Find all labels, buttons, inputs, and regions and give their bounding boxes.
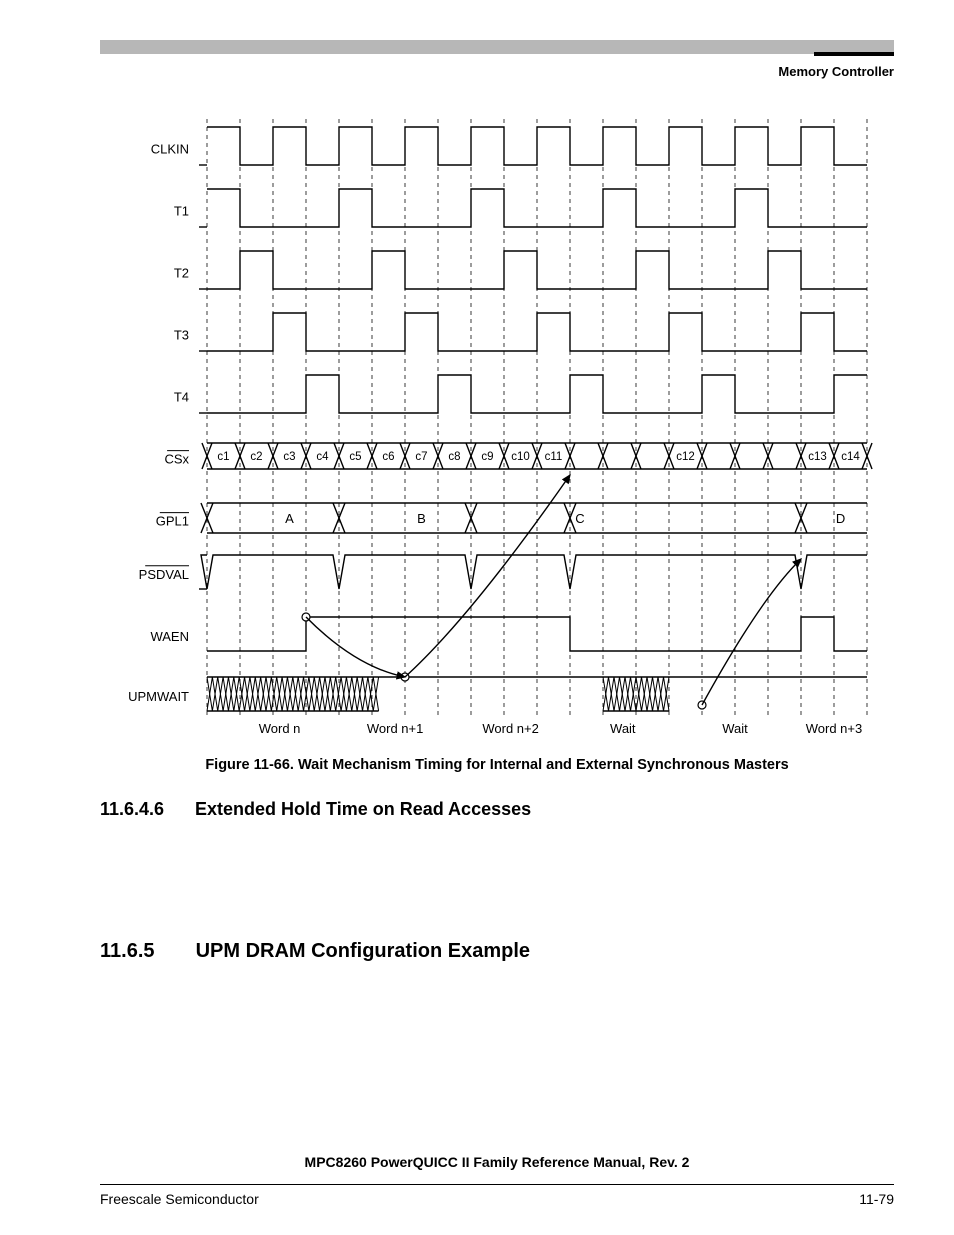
svg-text:c13: c13 — [808, 451, 827, 463]
svg-text:T1: T1 — [174, 204, 189, 219]
svg-text:UPMWAIT: UPMWAIT — [128, 689, 189, 704]
svg-text:c11: c11 — [545, 451, 563, 463]
svg-text:c5: c5 — [349, 451, 361, 463]
svg-text:c8: c8 — [448, 451, 460, 463]
svg-text:Wait: Wait — [610, 721, 636, 736]
svg-text:CSx: CSx — [164, 452, 189, 467]
svg-text:c12: c12 — [676, 451, 695, 463]
svg-text:B: B — [417, 511, 426, 526]
section-title: Extended Hold Time on Read Accesses — [195, 799, 531, 819]
header-rule — [100, 40, 894, 54]
svg-text:D: D — [836, 511, 845, 526]
page: Memory Controller CLKIN T1 T2 T3 T4 CSx c1 c2 c3… — [0, 0, 954, 1235]
page-number: 11-79 — [859, 1191, 894, 1207]
svg-text:WAEN: WAEN — [150, 629, 189, 644]
svg-text:GPL1: GPL1 — [156, 514, 189, 529]
svg-text:Word n+2: Word n+2 — [482, 721, 538, 736]
svg-text:Wait: Wait — [722, 721, 748, 736]
svg-text:Word n+1: Word n+1 — [367, 721, 424, 736]
svg-text:c10: c10 — [511, 451, 530, 463]
svg-text:T2: T2 — [174, 266, 189, 281]
timing-diagram: CLKIN T1 T2 T3 T4 CSx c1 c2 c3 c4 c5 c6 c7 c8 c9 c10 c11… — [100, 97, 894, 747]
svg-text:T4: T4 — [174, 390, 189, 405]
svg-text:A: A — [285, 511, 294, 526]
svg-text:c14: c14 — [841, 451, 860, 463]
svg-text:c4: c4 — [316, 451, 329, 463]
svg-text:c1: c1 — [217, 451, 229, 463]
svg-text:T3: T3 — [174, 328, 189, 343]
section-heading-11-6-5: 11.6.5 UPM DRAM Configuration Example — [100, 940, 894, 963]
footer-row: Freescale Semiconductor 11-79 — [100, 1191, 894, 1207]
svg-text:Word n+3: Word n+3 — [806, 721, 863, 736]
section-heading-11-6-4-6: 11.6.4.6 Extended Hold Time on Read Acce… — [100, 799, 894, 820]
running-head: Memory Controller — [100, 64, 894, 79]
footer-rule — [100, 1184, 894, 1185]
svg-text:c2: c2 — [250, 451, 262, 463]
svg-text:C: C — [575, 511, 584, 526]
section-title: UPM DRAM Configuration Example — [196, 940, 530, 962]
svg-text:Word n: Word n — [259, 721, 301, 736]
svg-text:c3: c3 — [283, 451, 295, 463]
svg-text:CLKIN: CLKIN — [151, 142, 189, 157]
section-number: 11.6.5 — [100, 940, 190, 963]
section-number: 11.6.4.6 — [100, 799, 190, 820]
manual-title: MPC8260 PowerQUICC II Family Reference M… — [100, 1154, 894, 1170]
footer-company: Freescale Semiconductor — [100, 1191, 259, 1207]
svg-text:PSDVAL: PSDVAL — [139, 567, 189, 582]
page-footer: MPC8260 PowerQUICC II Family Reference M… — [100, 1154, 894, 1207]
svg-text:c9: c9 — [481, 451, 493, 463]
svg-text:c6: c6 — [382, 451, 394, 463]
svg-text:c7: c7 — [415, 451, 427, 463]
timing-diagram-svg: CLKIN T1 T2 T3 T4 CSx c1 c2 c3 c4 c5 c6 c7 c8 c9 c10 c11… — [117, 97, 877, 747]
figure-caption: Figure 11-66. Wait Mechanism Timing for … — [100, 757, 894, 773]
